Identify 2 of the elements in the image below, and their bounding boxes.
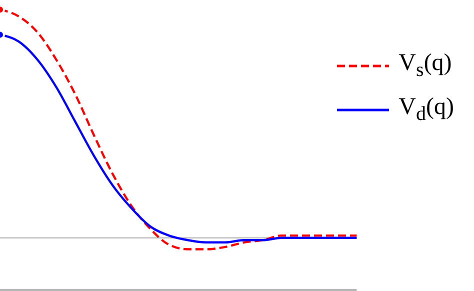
legend-label: V$_{s}$(q) xyxy=(398,50,452,82)
legend-label: V$_{d}$(q) xyxy=(398,94,454,126)
